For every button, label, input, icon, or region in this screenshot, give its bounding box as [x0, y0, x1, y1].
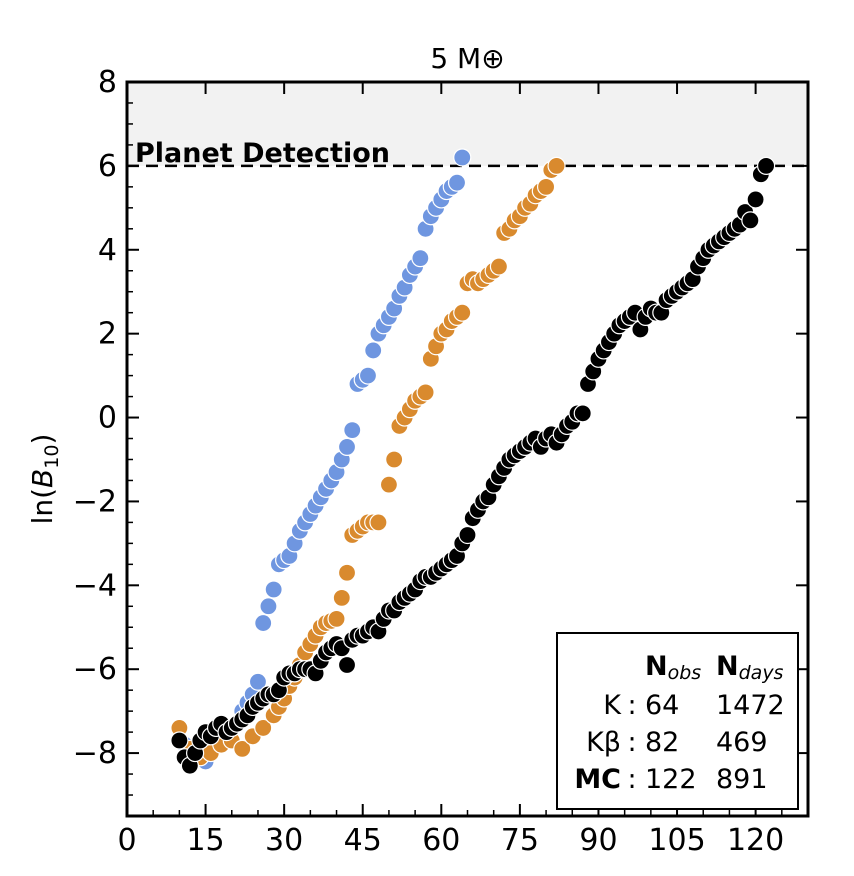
legend-header-ndays: Ndays — [716, 651, 784, 684]
legend-nobs-value: 82 — [645, 727, 679, 758]
legend-separator: : — [627, 727, 636, 758]
data-point — [458, 525, 477, 545]
data-point — [343, 421, 362, 440]
y-tick-label: 4 — [98, 233, 117, 268]
data-point — [489, 257, 509, 276]
data-point — [358, 366, 378, 385]
legend-separator: : — [627, 764, 636, 795]
data-point — [416, 383, 435, 402]
data-point — [337, 437, 357, 457]
y-tick-label: 6 — [98, 149, 117, 184]
x-tick-label: 90 — [579, 823, 617, 858]
legend-series-name: MC — [574, 764, 621, 795]
chart-title: 5 M⊕ — [430, 42, 504, 75]
y-tick-label: 8 — [98, 65, 117, 100]
legend-ndays-value: 891 — [716, 764, 768, 795]
data-point — [411, 249, 430, 268]
data-point — [447, 173, 467, 192]
planet-detection-label: Planet Detection — [135, 138, 390, 169]
x-tick-label: 15 — [186, 823, 224, 858]
legend-series-name: Kβ — [586, 727, 621, 758]
y-tick-label: 2 — [98, 317, 117, 352]
y-tick-label: −8 — [73, 736, 117, 771]
x-tick-label: 105 — [648, 823, 705, 858]
series-layer — [170, 148, 776, 775]
data-point — [573, 404, 592, 423]
data-point — [254, 718, 273, 738]
legend-nobs-value: 64 — [645, 690, 679, 721]
legend-separator: : — [627, 690, 636, 721]
data-point — [254, 613, 273, 633]
data-point — [259, 597, 278, 616]
data-point — [369, 513, 388, 532]
y-tick-label: −4 — [73, 568, 117, 603]
data-point — [741, 211, 760, 230]
data-point — [233, 739, 252, 758]
data-point — [385, 450, 404, 469]
legend-nobs-value: 122 — [645, 764, 697, 795]
data-point — [536, 177, 556, 196]
data-point — [453, 148, 472, 167]
legend-box — [556, 632, 799, 810]
data-point — [327, 609, 346, 628]
data-point — [746, 190, 765, 209]
x-tick-label: 30 — [265, 823, 303, 858]
x-tick-label: 60 — [422, 823, 460, 858]
data-point — [337, 655, 357, 675]
legend-ndays-value: 1472 — [716, 690, 785, 721]
data-point — [756, 156, 776, 175]
y-tick-label: 0 — [98, 401, 117, 436]
data-point — [170, 731, 189, 750]
legend-series-name: K — [603, 690, 622, 721]
x-tick-label: 75 — [501, 823, 539, 858]
x-tick-label: 0 — [117, 823, 136, 858]
data-point — [364, 341, 383, 360]
x-tick-label: 45 — [344, 823, 382, 858]
series-mc — [170, 156, 776, 775]
data-point — [337, 563, 357, 582]
y-tick-label: −2 — [73, 484, 117, 519]
y-axis-title: ln(B10) — [26, 434, 63, 525]
data-point — [248, 672, 268, 691]
y-tick-label: −6 — [73, 652, 117, 687]
legend-header-nobs: Nobs — [645, 651, 701, 684]
x-tick-label: 120 — [727, 823, 784, 858]
data-point — [264, 580, 283, 599]
x-axis-ticks: 0 15 30 45 60 75 90 105 120 — [117, 82, 784, 858]
data-point — [453, 303, 472, 322]
y-axis-ticks: −8 −6 −4 −2 0 2 4 6 8 — [73, 65, 808, 817]
data-point — [379, 475, 399, 494]
legend-ndays-value: 469 — [716, 727, 768, 758]
data-point — [547, 156, 566, 175]
data-point — [332, 588, 351, 607]
